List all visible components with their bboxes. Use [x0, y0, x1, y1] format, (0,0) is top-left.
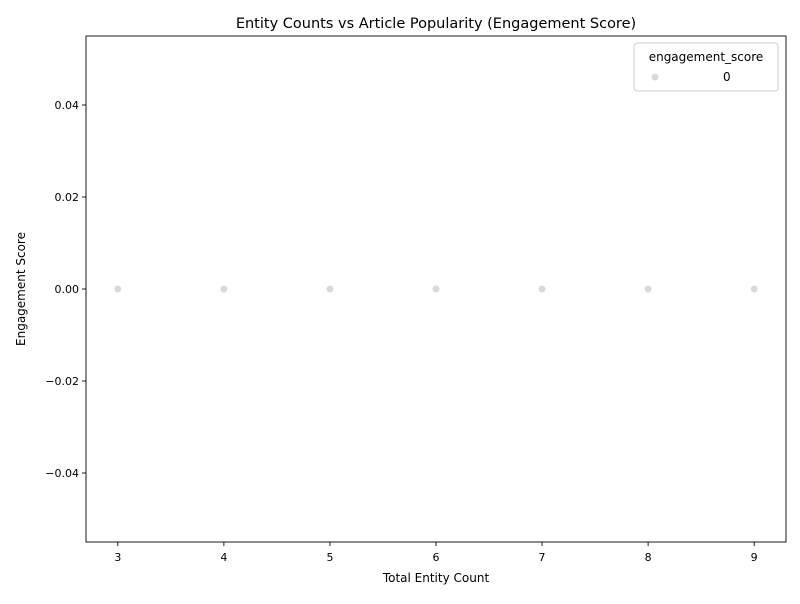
- y-axis-ticks: −0.04 −0.02 0.00 0.02 0.04: [45, 99, 86, 480]
- x-tick-label: 6: [433, 551, 440, 564]
- data-point: [537, 284, 547, 294]
- data-point: [644, 284, 653, 294]
- x-axis-ticks: 3 4 5 6 7 8 9: [114, 542, 758, 564]
- y-tick-label: −0.04: [45, 467, 79, 480]
- data-points: [113, 284, 759, 294]
- x-tick-label: 9: [751, 551, 758, 564]
- legend-marker: [650, 72, 660, 82]
- x-tick-label: 4: [220, 551, 227, 564]
- data-point: [219, 284, 228, 294]
- chart-title: Entity Counts vs Article Popularity (Eng…: [236, 16, 636, 32]
- x-tick-label: 7: [539, 551, 546, 564]
- data-point: [431, 284, 441, 294]
- y-tick-label: −0.02: [45, 375, 79, 388]
- x-tick-label: 8: [645, 551, 652, 564]
- legend: engagement_score 0: [633, 42, 779, 92]
- legend-entry-label: 0: [723, 70, 731, 84]
- y-axis-label: Engagement Score: [14, 232, 28, 346]
- x-axis-label: Total Entity Count: [382, 571, 490, 585]
- legend-title: engagement_score: [649, 50, 764, 64]
- x-tick-label: 3: [114, 551, 121, 564]
- x-tick-label: 5: [326, 551, 333, 564]
- y-tick-label: 0.00: [55, 283, 80, 296]
- y-tick-label: 0.02: [55, 191, 80, 204]
- data-point: [113, 284, 122, 294]
- legend-box: [633, 42, 779, 92]
- data-point: [750, 284, 759, 294]
- y-tick-label: 0.04: [55, 99, 80, 112]
- data-point: [325, 284, 335, 294]
